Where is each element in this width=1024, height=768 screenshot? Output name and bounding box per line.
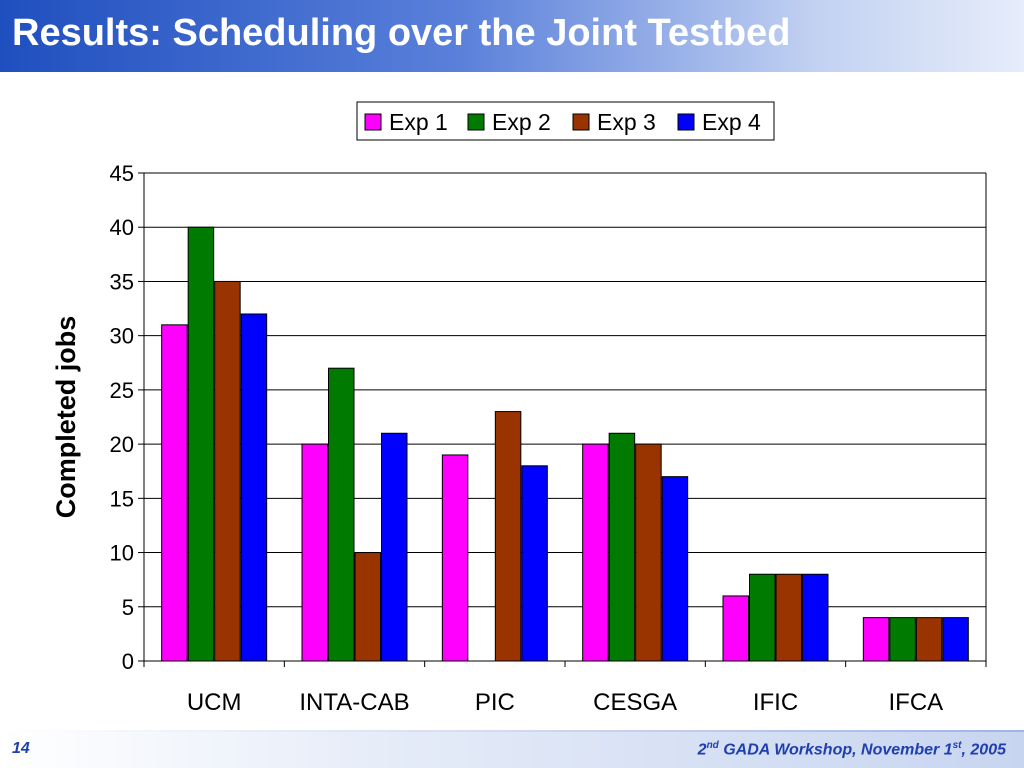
x-tick-label: INTA-CAB (299, 689, 409, 716)
bar (862, 617, 890, 662)
bar (521, 465, 548, 662)
page-number: 14 (12, 740, 30, 757)
bars (161, 226, 969, 662)
bar (161, 324, 188, 662)
y-tick-label: 35 (110, 269, 134, 294)
bar (942, 617, 969, 662)
y-tick-label: 5 (122, 595, 134, 620)
y-tick-labels: 0 5 10 15 20 25 30 35 40 45 (110, 161, 134, 674)
y-tick-label: 40 (110, 215, 134, 240)
bar (494, 411, 522, 662)
y-tick-label: 0 (122, 649, 134, 674)
y-tick-label: 25 (110, 378, 134, 403)
bar (608, 432, 636, 662)
y-tick-label: 30 (110, 324, 134, 349)
y-tick-label: 20 (110, 432, 134, 457)
axes (138, 172, 987, 667)
bar (328, 367, 355, 662)
bar (354, 552, 381, 662)
footer-day-suffix: st (952, 740, 962, 751)
legend-swatch (677, 113, 695, 131)
footer-year: , 2005 (961, 741, 1006, 759)
slide-title: Results: Scheduling over the Joint Testb… (12, 12, 791, 54)
grid-lines (144, 172, 986, 608)
footer-divider (0, 730, 1024, 732)
bar (775, 573, 802, 662)
bar (802, 573, 829, 662)
legend-label: Exp 3 (597, 109, 656, 135)
x-tick-label: IFIC (753, 689, 798, 716)
bar-chart: 0 5 10 15 20 25 30 35 40 45 UCM INTA-CAB PIC CESGA IF… (51, 101, 987, 716)
bar (301, 443, 328, 662)
footer-ordinal-suffix: nd (706, 740, 719, 751)
legend-swatch (467, 113, 485, 131)
x-tick-label: IFCA (888, 689, 943, 716)
footer-ordinal: 2 (697, 741, 707, 759)
x-tick-label: CESGA (593, 689, 677, 716)
legend: Exp 1 Exp 2 Exp 3 Exp 4 (356, 101, 775, 141)
x-tick-label: UCM (187, 689, 242, 716)
bar (582, 443, 609, 662)
bar (889, 617, 916, 662)
bar (635, 443, 662, 662)
bar (187, 226, 215, 662)
legend-label: Exp 1 (389, 109, 448, 135)
y-tick-label: 10 (110, 541, 134, 566)
x-tick-label: PIC (475, 689, 515, 716)
footer-text: 2nd GADA Workshop, November 1st, 2005 (698, 740, 1006, 759)
bar (214, 280, 241, 662)
bar (722, 595, 749, 662)
bar (441, 454, 469, 662)
legend-label: Exp 2 (492, 109, 551, 135)
y-tick-label: 45 (110, 161, 134, 186)
footer-bar (0, 730, 1024, 768)
y-axis-label: Completed jobs (51, 316, 81, 519)
bar (381, 432, 408, 662)
legend-swatch (364, 113, 382, 131)
legend-box (356, 101, 775, 141)
legend-swatch (572, 113, 590, 131)
bar (915, 617, 943, 662)
title-bar: Results: Scheduling over the Joint Testb… (0, 0, 1024, 72)
y-tick-label: 15 (110, 486, 134, 511)
bar (240, 313, 268, 662)
legend-label: Exp 4 (702, 109, 761, 135)
bar (661, 476, 689, 662)
bar (749, 573, 776, 662)
x-tick-labels: UCM INTA-CAB PIC CESGA IFIC IFCA (187, 689, 943, 716)
footer-event: GADA Workshop, November 1 (718, 741, 953, 759)
